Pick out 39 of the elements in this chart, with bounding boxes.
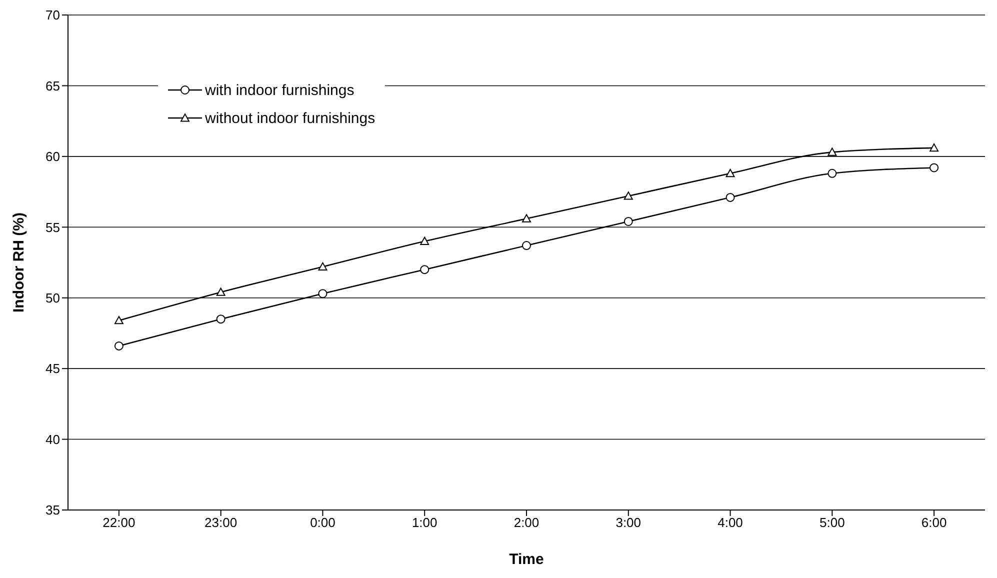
x-tick-label: 2:00 <box>514 515 540 530</box>
point <box>726 192 735 202</box>
x-tick-label: 0:00 <box>310 515 336 530</box>
point <box>930 163 939 172</box>
y-axis-title: Indoor RH (%) <box>10 212 28 312</box>
point <box>216 314 226 324</box>
point <box>624 216 633 226</box>
x-tick-label: 3:00 <box>616 515 642 530</box>
point <box>930 143 939 152</box>
x-tick-label: 6:00 <box>921 515 947 530</box>
point <box>522 241 531 250</box>
point <box>726 168 735 178</box>
y-tick-label: 50 <box>46 290 60 306</box>
point <box>318 262 328 270</box>
x-axis-title: Time <box>509 551 544 568</box>
point <box>828 168 837 178</box>
y-tick-label: 70 <box>46 8 60 23</box>
x-tick-label: 5:00 <box>820 515 845 530</box>
legend-label: without indoor furnishings <box>205 110 376 126</box>
y-tick-label: 40 <box>46 432 60 447</box>
y-tick-label: 60 <box>46 149 60 164</box>
point <box>522 214 531 222</box>
x-tick-label: 4:00 <box>718 515 743 530</box>
legend-label: with indoor furnishings <box>205 82 354 98</box>
point <box>114 316 124 324</box>
y-tick-label: 65 <box>46 78 60 94</box>
point <box>114 341 124 350</box>
point <box>420 265 430 274</box>
y-tick-label: 45 <box>46 361 60 376</box>
y-tick-label: 35 <box>46 502 60 518</box>
point <box>318 289 328 298</box>
point <box>828 148 837 156</box>
y-tick-label: 55 <box>46 220 60 235</box>
x-tick-label: 23:00 <box>204 515 238 530</box>
x-tick-label: 1:00 <box>412 515 438 530</box>
point <box>624 192 633 200</box>
x-tick-label: 22:00 <box>102 515 136 530</box>
point <box>216 288 226 296</box>
point <box>420 236 430 245</box>
